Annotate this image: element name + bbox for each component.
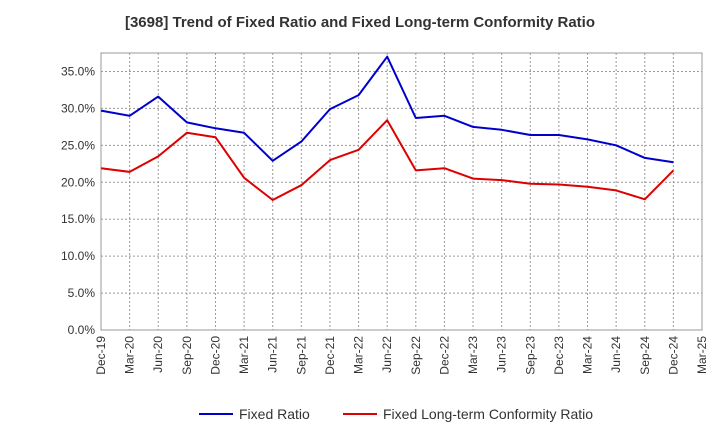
y-axis: 0.0% 5.0% 10.0% 15.0% 20.0% 25.0% 30.0% 35.0% [61, 64, 95, 337]
x-tick-label: Mar-22 [352, 336, 366, 374]
x-tick-label: Dec-23 [552, 336, 566, 375]
x-tick-label: Dec-21 [323, 336, 337, 375]
x-tick-label: Sep-22 [409, 336, 423, 375]
legend: Fixed Ratio Fixed Long-term Conformity Ra… [199, 406, 593, 422]
y-tick-label: 25.0% [61, 138, 95, 152]
x-tick-label: Mar-21 [237, 336, 251, 374]
x-tick-label: Mar-24 [581, 336, 595, 374]
y-tick-label: 20.0% [61, 175, 95, 189]
x-tick-label: Sep-20 [180, 336, 194, 375]
plot-area [100, 52, 703, 331]
x-tick-label: Sep-23 [523, 336, 537, 375]
y-tick-label: 30.0% [61, 101, 95, 115]
grid [100, 53, 703, 331]
series-layer [100, 55, 675, 201]
legend-label-2: Fixed Long-term Conformity Ratio [383, 406, 593, 422]
x-tick-label: Jun-21 [266, 336, 280, 373]
x-tick-label: Jun-24 [609, 336, 623, 373]
x-tick-label: Mar-23 [466, 336, 480, 374]
x-axis: Dec-19 Mar-20 Jun-20 Sep-20 Dec-20 Mar-21 Jun-… [94, 336, 709, 375]
x-tick-label: Sep-24 [638, 336, 652, 375]
x-tick-label: Mar-20 [123, 336, 137, 374]
x-tick-label: Mar-25 [695, 336, 709, 374]
x-tick-label: Sep-21 [294, 336, 308, 375]
y-tick-label: 5.0% [68, 286, 96, 300]
y-tick-label: 35.0% [61, 64, 95, 78]
y-tick-label: 15.0% [61, 212, 95, 226]
x-tick-label: Jun-23 [495, 336, 509, 373]
x-tick-label: Dec-24 [666, 336, 680, 375]
series-line-1 [100, 55, 674, 164]
x-tick-label: Jun-20 [151, 336, 165, 373]
chart-title: [3698] Trend of Fixed Ratio and Fixed Lo… [124, 14, 596, 31]
y-tick-label: 0.0% [68, 323, 96, 337]
x-tick-label: Jun-22 [380, 336, 394, 373]
series-line-2 [100, 119, 675, 201]
x-tick-label: Dec-19 [94, 336, 108, 375]
x-tick-label: Dec-22 [437, 336, 451, 375]
legend-label-1: Fixed Ratio [239, 406, 310, 422]
y-tick-label: 10.0% [61, 249, 95, 263]
x-tick-label: Dec-20 [208, 336, 222, 375]
